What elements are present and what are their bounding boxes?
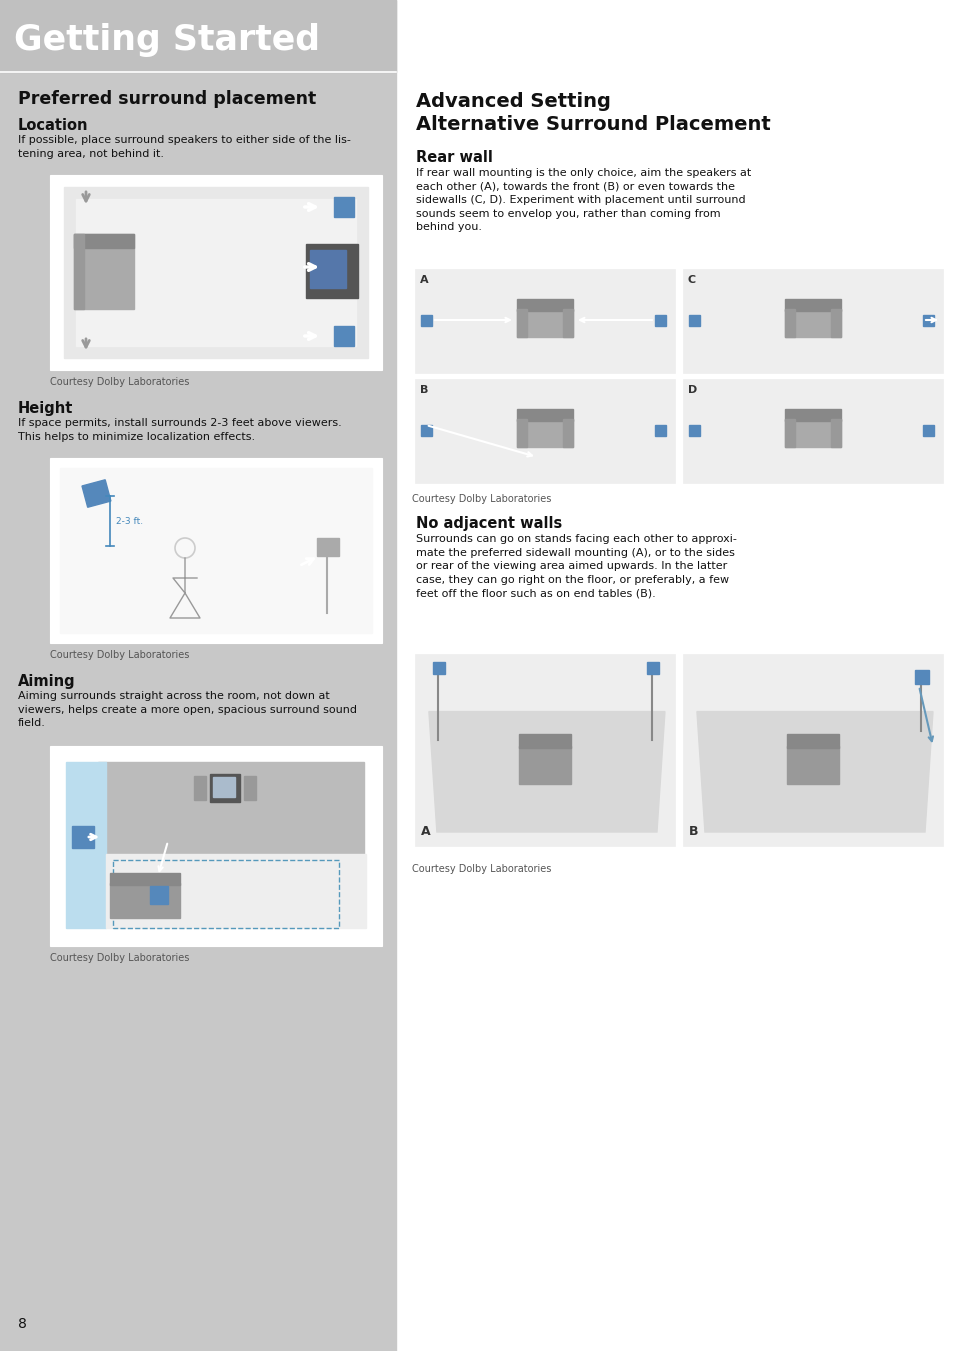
Bar bbox=[244, 775, 255, 800]
Text: No adjacent walls: No adjacent walls bbox=[416, 516, 561, 531]
Polygon shape bbox=[66, 762, 106, 928]
Bar bbox=[74, 234, 133, 249]
Bar bbox=[786, 746, 838, 784]
Text: Courtesy Dolby Laboratories: Courtesy Dolby Laboratories bbox=[50, 650, 190, 661]
Text: Height: Height bbox=[18, 401, 73, 416]
Bar bbox=[60, 467, 372, 634]
Text: Alternative Surround Placement: Alternative Surround Placement bbox=[416, 115, 770, 134]
Text: Location: Location bbox=[18, 118, 89, 132]
Bar bbox=[517, 409, 573, 422]
Bar bbox=[517, 309, 573, 336]
Bar bbox=[64, 186, 368, 358]
Bar bbox=[688, 315, 700, 326]
Bar bbox=[150, 886, 168, 904]
Bar bbox=[334, 197, 354, 218]
Bar bbox=[306, 245, 357, 299]
Bar bbox=[98, 762, 363, 854]
Bar bbox=[655, 426, 665, 436]
Bar bbox=[74, 234, 84, 309]
Bar bbox=[76, 199, 355, 346]
Bar bbox=[517, 419, 573, 447]
Polygon shape bbox=[429, 712, 664, 832]
Bar bbox=[74, 234, 133, 309]
Text: Advanced Setting: Advanced Setting bbox=[416, 92, 610, 111]
Bar bbox=[923, 315, 933, 326]
Bar bbox=[0, 0, 395, 72]
Polygon shape bbox=[106, 854, 366, 928]
Bar bbox=[412, 266, 943, 486]
Bar bbox=[682, 654, 942, 846]
Bar bbox=[415, 380, 674, 484]
Bar bbox=[310, 250, 346, 288]
Bar bbox=[688, 426, 700, 436]
Bar bbox=[784, 409, 841, 422]
Bar bbox=[784, 419, 794, 447]
Bar bbox=[518, 746, 570, 784]
Bar bbox=[415, 269, 674, 373]
Bar bbox=[682, 380, 942, 484]
Text: 2-3 ft.: 2-3 ft. bbox=[116, 516, 143, 526]
Text: D: D bbox=[687, 385, 697, 394]
Bar bbox=[316, 538, 338, 557]
Text: Courtesy Dolby Laboratories: Courtesy Dolby Laboratories bbox=[50, 952, 190, 963]
Bar bbox=[415, 654, 674, 846]
Bar bbox=[562, 419, 573, 447]
Text: Preferred surround placement: Preferred surround placement bbox=[18, 91, 315, 108]
Bar bbox=[830, 309, 841, 336]
Bar bbox=[923, 426, 933, 436]
Bar bbox=[517, 309, 526, 336]
Bar bbox=[682, 269, 942, 373]
Text: Courtesy Dolby Laboratories: Courtesy Dolby Laboratories bbox=[412, 865, 551, 874]
Text: A: A bbox=[419, 276, 428, 285]
Bar bbox=[518, 734, 570, 748]
Bar bbox=[420, 426, 432, 436]
Bar bbox=[830, 419, 841, 447]
Text: B: B bbox=[419, 385, 428, 394]
Bar bbox=[517, 419, 526, 447]
Polygon shape bbox=[110, 884, 180, 917]
Bar bbox=[334, 326, 354, 346]
Text: 8: 8 bbox=[18, 1317, 27, 1331]
Bar bbox=[655, 315, 665, 326]
Bar bbox=[82, 480, 111, 507]
Text: Courtesy Dolby Laboratories: Courtesy Dolby Laboratories bbox=[50, 377, 190, 386]
Text: C: C bbox=[687, 276, 696, 285]
Bar bbox=[110, 873, 180, 885]
Text: Aiming surrounds straight across the room, not down at
viewers, helps create a m: Aiming surrounds straight across the roo… bbox=[18, 690, 356, 728]
Bar bbox=[412, 646, 943, 857]
Bar bbox=[213, 777, 234, 797]
Bar bbox=[517, 299, 573, 311]
Text: B: B bbox=[688, 825, 698, 838]
Text: Courtesy Dolby Laboratories: Courtesy Dolby Laboratories bbox=[412, 494, 551, 504]
Text: Rear wall: Rear wall bbox=[416, 150, 493, 165]
Text: Aiming: Aiming bbox=[18, 674, 75, 689]
Bar bbox=[50, 458, 381, 643]
Text: Getting Started: Getting Started bbox=[14, 23, 319, 57]
Bar bbox=[0, 0, 395, 1351]
Bar bbox=[784, 309, 794, 336]
Bar bbox=[71, 825, 94, 848]
Text: Surrounds can go on stands facing each other to approxi-
mate the preferred side: Surrounds can go on stands facing each o… bbox=[416, 534, 736, 598]
Text: A: A bbox=[420, 825, 430, 838]
Bar bbox=[914, 670, 928, 684]
Text: If space permits, install surrounds 2-3 feet above viewers.
This helps to minimi: If space permits, install surrounds 2-3 … bbox=[18, 417, 341, 442]
Bar bbox=[562, 309, 573, 336]
Text: If rear wall mounting is the only choice, aim the speakers at
each other (A), to: If rear wall mounting is the only choice… bbox=[416, 168, 750, 232]
Bar bbox=[210, 774, 240, 802]
Bar bbox=[433, 662, 444, 674]
Bar bbox=[784, 309, 841, 336]
Bar bbox=[786, 734, 838, 748]
Bar bbox=[646, 662, 659, 674]
Bar bbox=[784, 299, 841, 311]
Bar bbox=[420, 315, 432, 326]
Text: If possible, place surround speakers to either side of the lis-
tening area, not: If possible, place surround speakers to … bbox=[18, 135, 351, 158]
Polygon shape bbox=[697, 712, 932, 832]
Bar bbox=[50, 176, 381, 370]
Bar bbox=[784, 419, 841, 447]
Bar bbox=[112, 861, 338, 928]
Bar bbox=[193, 775, 206, 800]
Bar bbox=[50, 746, 381, 946]
